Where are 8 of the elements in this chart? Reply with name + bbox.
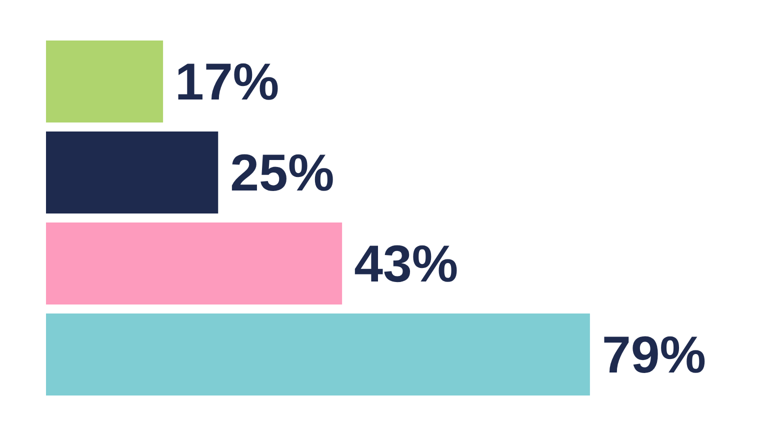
data-label: 79% — [602, 326, 706, 384]
bar — [46, 314, 590, 396]
data-label: 43% — [354, 236, 458, 294]
data-label: 25% — [230, 144, 334, 202]
data-label: 17% — [175, 54, 280, 112]
bar — [46, 132, 218, 214]
bar — [46, 40, 164, 122]
bar — [46, 222, 342, 304]
